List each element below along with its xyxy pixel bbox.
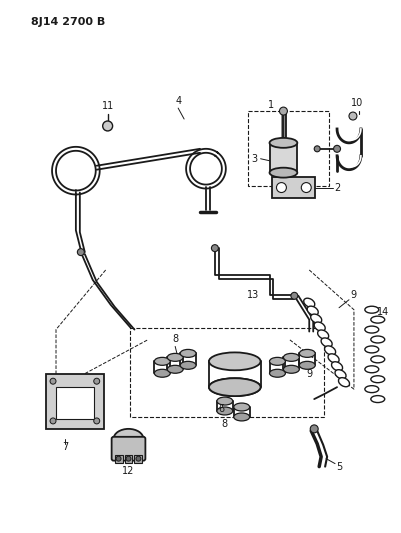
Ellipse shape xyxy=(167,353,183,361)
Text: 8: 8 xyxy=(172,335,178,344)
Circle shape xyxy=(102,121,112,131)
Bar xyxy=(124,455,132,463)
Text: 9: 9 xyxy=(350,290,356,300)
Ellipse shape xyxy=(154,369,170,377)
Ellipse shape xyxy=(283,353,299,361)
Ellipse shape xyxy=(364,386,378,393)
Circle shape xyxy=(93,418,99,424)
Circle shape xyxy=(50,378,56,384)
Ellipse shape xyxy=(370,336,384,343)
Ellipse shape xyxy=(209,378,260,396)
Ellipse shape xyxy=(324,346,335,355)
Text: 8J14 2700 B: 8J14 2700 B xyxy=(31,17,105,27)
Bar xyxy=(271,176,314,198)
Ellipse shape xyxy=(299,350,314,357)
Ellipse shape xyxy=(364,366,378,373)
Ellipse shape xyxy=(217,407,232,415)
Text: 9: 9 xyxy=(306,369,312,379)
Ellipse shape xyxy=(233,413,249,421)
Ellipse shape xyxy=(317,330,328,339)
Text: 2: 2 xyxy=(333,182,339,192)
Ellipse shape xyxy=(209,378,260,396)
Circle shape xyxy=(290,292,297,299)
Text: 5: 5 xyxy=(335,462,341,472)
Ellipse shape xyxy=(306,306,318,315)
Circle shape xyxy=(301,183,310,192)
Ellipse shape xyxy=(283,365,299,373)
Circle shape xyxy=(348,112,356,120)
Ellipse shape xyxy=(310,314,321,323)
Circle shape xyxy=(116,456,121,461)
Ellipse shape xyxy=(269,357,285,365)
Ellipse shape xyxy=(370,395,384,402)
Circle shape xyxy=(279,107,287,115)
Text: 8: 8 xyxy=(221,419,227,429)
Text: 1: 1 xyxy=(268,100,274,110)
Circle shape xyxy=(77,248,84,256)
Bar xyxy=(56,387,93,419)
Ellipse shape xyxy=(364,326,378,333)
Ellipse shape xyxy=(180,350,196,357)
Ellipse shape xyxy=(269,168,297,177)
Circle shape xyxy=(50,418,56,424)
Ellipse shape xyxy=(313,322,324,331)
Ellipse shape xyxy=(303,298,314,308)
Text: 10: 10 xyxy=(350,98,362,108)
Text: 14: 14 xyxy=(376,306,388,317)
Circle shape xyxy=(333,146,340,152)
Circle shape xyxy=(211,245,218,252)
Circle shape xyxy=(310,425,318,433)
Text: 11: 11 xyxy=(101,101,113,111)
Text: 12: 12 xyxy=(122,466,134,475)
Ellipse shape xyxy=(327,354,338,363)
FancyBboxPatch shape xyxy=(111,437,145,461)
Bar xyxy=(46,374,103,429)
Ellipse shape xyxy=(370,376,384,383)
Ellipse shape xyxy=(209,352,260,370)
Circle shape xyxy=(276,183,286,192)
Text: 6: 6 xyxy=(218,404,224,414)
Ellipse shape xyxy=(180,361,196,369)
Ellipse shape xyxy=(233,403,249,411)
Text: 13: 13 xyxy=(246,290,258,300)
Text: 7: 7 xyxy=(62,442,68,452)
Ellipse shape xyxy=(217,397,232,405)
Ellipse shape xyxy=(331,362,342,371)
Circle shape xyxy=(126,456,131,461)
Bar xyxy=(134,455,142,463)
Text: 4: 4 xyxy=(175,96,181,106)
Ellipse shape xyxy=(364,346,378,353)
Bar xyxy=(269,143,297,173)
Ellipse shape xyxy=(370,316,384,323)
Ellipse shape xyxy=(320,338,331,347)
Ellipse shape xyxy=(299,361,314,369)
Circle shape xyxy=(314,146,319,152)
Ellipse shape xyxy=(167,365,183,373)
Ellipse shape xyxy=(334,370,345,379)
Ellipse shape xyxy=(269,138,297,148)
Circle shape xyxy=(136,456,141,461)
Text: 3: 3 xyxy=(251,154,257,164)
Ellipse shape xyxy=(364,306,378,313)
Circle shape xyxy=(93,378,99,384)
Bar xyxy=(247,111,328,185)
Bar xyxy=(130,328,323,417)
Ellipse shape xyxy=(269,369,285,377)
Ellipse shape xyxy=(154,357,170,365)
Ellipse shape xyxy=(370,356,384,363)
Ellipse shape xyxy=(113,429,143,449)
Ellipse shape xyxy=(338,378,348,387)
Bar xyxy=(114,455,122,463)
